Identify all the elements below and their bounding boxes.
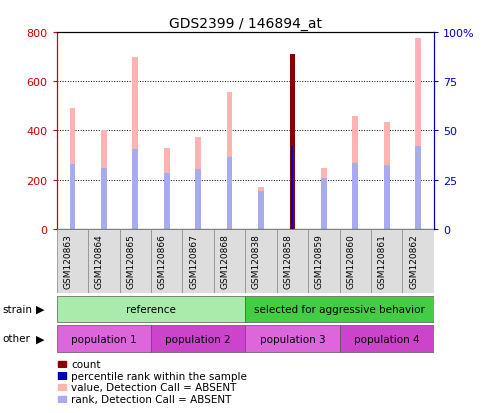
Bar — [321, 179, 327, 229]
Text: GSM120864: GSM120864 — [95, 234, 104, 289]
Bar — [291, 146, 293, 229]
Bar — [258, 191, 264, 229]
Bar — [101, 131, 106, 229]
Text: selected for aggressive behavior: selected for aggressive behavior — [254, 304, 425, 314]
Text: population 1: population 1 — [71, 334, 137, 344]
FancyBboxPatch shape — [340, 229, 371, 293]
Text: GSM120865: GSM120865 — [126, 234, 135, 289]
FancyBboxPatch shape — [119, 229, 151, 293]
Bar — [164, 148, 170, 229]
Bar — [195, 137, 201, 229]
Text: population 2: population 2 — [165, 334, 231, 344]
FancyBboxPatch shape — [402, 229, 434, 293]
Text: ▶: ▶ — [35, 304, 44, 314]
Text: GSM120866: GSM120866 — [158, 234, 167, 289]
FancyBboxPatch shape — [340, 326, 434, 352]
Text: population 3: population 3 — [260, 334, 325, 344]
Bar — [164, 173, 170, 229]
Text: GSM120858: GSM120858 — [283, 234, 292, 289]
Text: value, Detection Call = ABSENT: value, Detection Call = ABSENT — [71, 382, 237, 392]
FancyBboxPatch shape — [151, 326, 245, 352]
Bar — [58, 384, 67, 391]
Bar — [258, 188, 264, 229]
Text: GSM120859: GSM120859 — [315, 234, 324, 289]
Bar — [58, 396, 67, 402]
Text: ▶: ▶ — [35, 334, 44, 344]
Title: GDS2399 / 146894_at: GDS2399 / 146894_at — [169, 17, 322, 31]
Bar — [415, 147, 421, 229]
Bar — [352, 164, 358, 229]
Text: population 4: population 4 — [354, 334, 420, 344]
FancyBboxPatch shape — [57, 326, 151, 352]
Text: GSM120867: GSM120867 — [189, 234, 198, 289]
FancyBboxPatch shape — [245, 229, 277, 293]
Bar — [321, 169, 327, 229]
Text: strain: strain — [2, 304, 33, 314]
Text: GSM120862: GSM120862 — [409, 234, 418, 289]
Bar — [70, 109, 75, 229]
FancyBboxPatch shape — [245, 296, 434, 323]
Bar — [289, 55, 295, 229]
FancyBboxPatch shape — [214, 229, 245, 293]
Text: GSM120861: GSM120861 — [378, 234, 387, 289]
Bar — [101, 169, 106, 229]
Bar — [384, 123, 389, 229]
Bar — [70, 164, 75, 229]
FancyBboxPatch shape — [57, 229, 88, 293]
FancyBboxPatch shape — [245, 326, 340, 352]
Text: other: other — [2, 334, 31, 344]
Text: count: count — [71, 359, 101, 369]
Text: GSM120860: GSM120860 — [346, 234, 355, 289]
Text: GSM120868: GSM120868 — [220, 234, 230, 289]
FancyBboxPatch shape — [57, 296, 245, 323]
FancyBboxPatch shape — [88, 229, 119, 293]
Bar — [415, 39, 421, 229]
FancyBboxPatch shape — [151, 229, 182, 293]
Bar — [195, 170, 201, 229]
Text: reference: reference — [126, 304, 176, 314]
FancyBboxPatch shape — [371, 229, 402, 293]
Bar — [58, 373, 67, 379]
FancyBboxPatch shape — [308, 229, 340, 293]
Bar — [58, 361, 67, 368]
Bar — [384, 166, 389, 229]
Text: rank, Detection Call = ABSENT: rank, Detection Call = ABSENT — [71, 394, 232, 404]
Bar — [133, 57, 138, 229]
Bar — [227, 93, 232, 229]
FancyBboxPatch shape — [182, 229, 214, 293]
FancyBboxPatch shape — [277, 229, 308, 293]
Text: GSM120863: GSM120863 — [64, 234, 72, 289]
Bar — [227, 158, 232, 229]
Bar — [352, 116, 358, 229]
Bar — [133, 150, 138, 229]
Text: percentile rank within the sample: percentile rank within the sample — [71, 371, 247, 381]
Text: GSM120838: GSM120838 — [252, 234, 261, 289]
